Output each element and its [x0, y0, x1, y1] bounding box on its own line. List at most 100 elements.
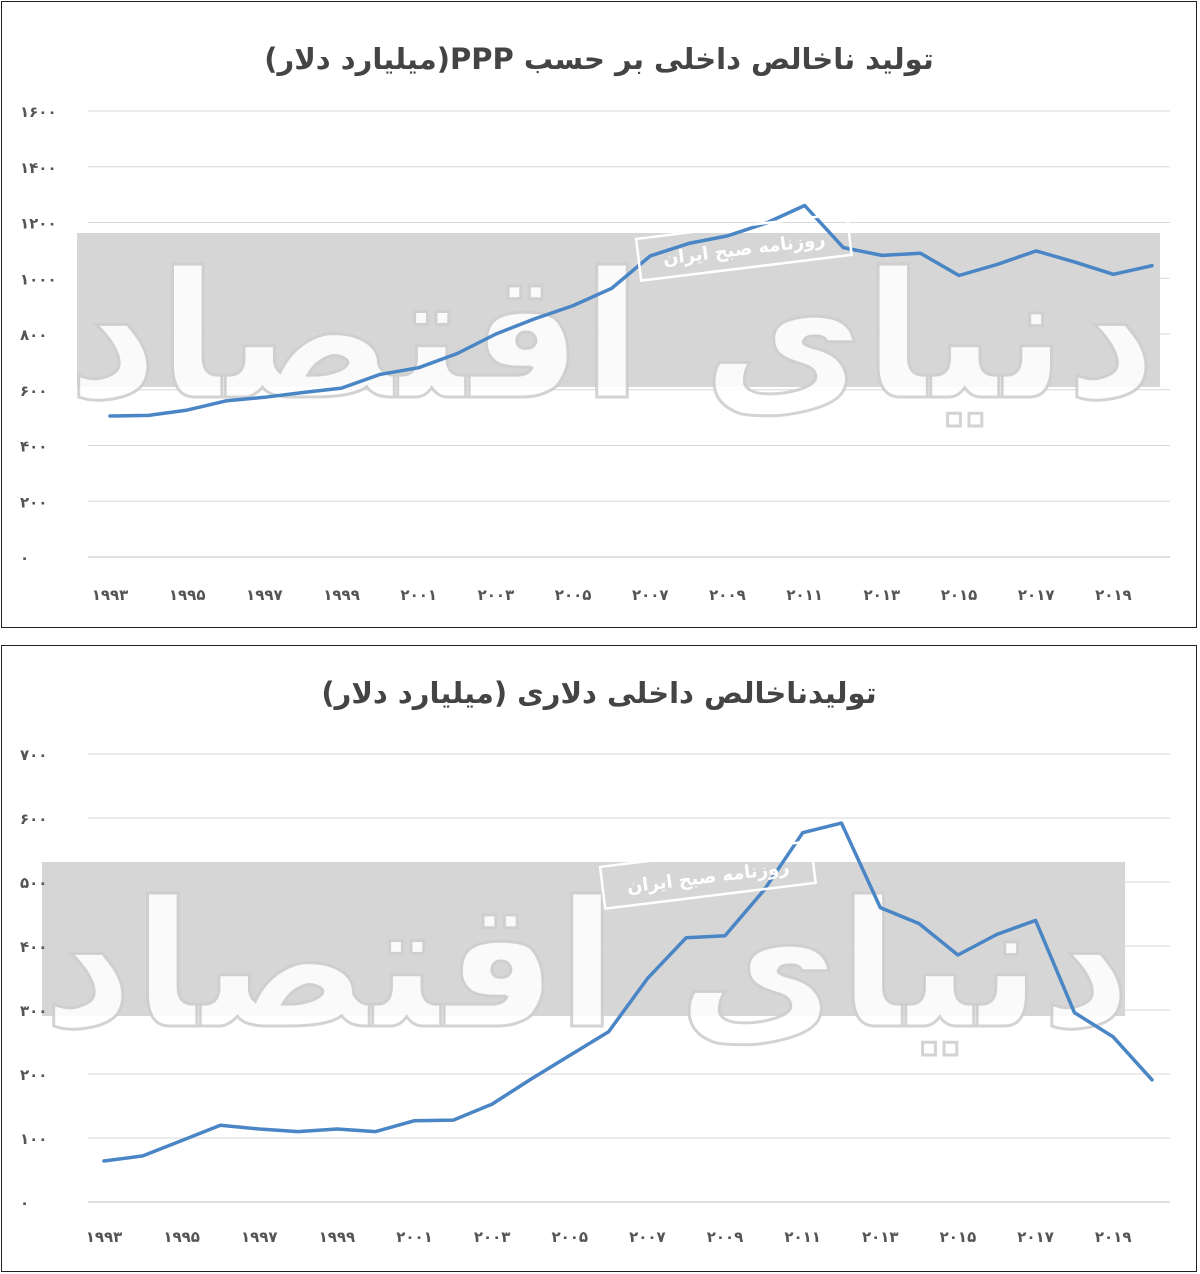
data-point: [1073, 260, 1077, 264]
data-point: [803, 204, 807, 207]
x-tick-label: ۲۰۰۵: [555, 586, 592, 604]
x-tick-label: ۲۰۰۷: [629, 1228, 666, 1246]
x-tick-label: ۱۹۹۵: [163, 1228, 200, 1246]
watermark-logo: دنیای اقتصاد: [42, 864, 1133, 1070]
x-tick-label: ۲۰۱۷: [1018, 586, 1055, 604]
x-tick-label: ۲۰۱۵: [940, 1228, 977, 1246]
data-point: [801, 831, 805, 835]
y-tick-label: ۰: [20, 1194, 29, 1212]
dollar-gdp-chart-panel: تولیدناخالص داخلی دلاری (میلیارد دلار) ۰…: [1, 645, 1197, 1272]
data-point: [648, 254, 652, 258]
data-point: [607, 1030, 611, 1034]
x-tick-label: ۲۰۱۱: [786, 586, 823, 604]
x-tick-label: ۱۹۹۹: [323, 586, 360, 604]
data-point: [841, 246, 845, 250]
dollar-gdp-line-chart: ۰ ۱۰۰ ۲۰۰ ۳۰۰ ۴۰۰ ۵۰۰ ۶۰۰ ۷۰۰ ۱۹۹۳ ۱۹۹۵ ۱۹۹۷ ۱۹۹۹ ۲۰…: [20, 746, 1170, 1246]
data-point: [610, 286, 614, 290]
ppp-gdp-line-chart: ۰ ۲۰۰ ۴۰۰ ۶۰۰ ۸۰۰ ۱۰۰۰ ۱۲۰۰ ۱۴۰۰ ۱۶۰۰ ۱۹۹۳ ۱۹۹۵ ۱۹۹…: [20, 103, 1170, 604]
data-point: [335, 1127, 339, 1131]
x-tick-label: ۲۰۰۹: [709, 586, 746, 604]
series-line: [108, 203, 1154, 418]
series-line: [102, 821, 1154, 1163]
data-point: [1034, 249, 1038, 253]
data-point: [995, 933, 999, 936]
y-tick-label: ۵۰۰: [20, 874, 47, 892]
data-point: [417, 366, 421, 370]
data-point: [451, 1118, 455, 1122]
x-tick-label: ۱۹۹۷: [241, 1228, 278, 1246]
watermark-stamp-border: [598, 839, 818, 911]
y-tick-label: ۶۰۰: [20, 810, 47, 828]
x-tick-label: ۲۰۱۱: [784, 1228, 821, 1246]
watermark-logo-text: دنیای اقتصاد: [43, 865, 1131, 1068]
data-point: [1150, 1078, 1154, 1082]
x-tick-label: ۲۰۰۵: [551, 1228, 588, 1246]
data-point: [257, 1127, 261, 1131]
y-tick-label: ۴۰۰: [20, 438, 47, 456]
chart-title: تولید ناخالص داخلی بر حسب PPP(میلیارد دل…: [264, 42, 934, 76]
data-point: [141, 1154, 145, 1158]
x-tick-label: ۲۰۰۱: [396, 1228, 433, 1246]
x-tick-label: ۲۰۱۹: [1095, 586, 1132, 604]
data-point: [1034, 918, 1038, 922]
y-tick-label: ۱۲۰۰: [20, 215, 57, 233]
x-tick-label: ۱۹۹۳: [92, 586, 129, 604]
data-point: [1072, 1011, 1076, 1015]
x-tick-label: ۲۰۰۹: [707, 1228, 744, 1246]
data-point: [301, 391, 305, 394]
x-tick-label: ۲۰۱۷: [1017, 1228, 1054, 1246]
data-point: [108, 414, 112, 418]
data-point: [568, 1053, 572, 1057]
x-tick-label: ۱۹۹۳: [86, 1228, 123, 1246]
y-tick-label: ۰: [20, 549, 29, 567]
data-point: [880, 253, 884, 257]
data-point: [1150, 264, 1154, 268]
data-point: [296, 1130, 300, 1134]
x-tick-label: ۱۹۹۹: [319, 1228, 356, 1246]
data-point: [687, 241, 691, 245]
data-point: [147, 413, 151, 417]
y-tick-label: ۱۶۰۰: [20, 103, 57, 121]
x-tick-label: ۲۰۱۳: [864, 586, 901, 604]
data-point: [180, 1139, 184, 1143]
data-point: [957, 274, 961, 277]
y-tick-label: ۱۰۰: [20, 1130, 47, 1148]
x-tick-label: ۲۰۱۵: [941, 586, 978, 604]
y-tick-label: ۲۰۰: [20, 493, 47, 511]
data-point: [218, 1123, 222, 1127]
watermark-band: [77, 233, 1160, 387]
data-point: [840, 821, 843, 825]
data-point: [878, 906, 882, 910]
data-point: [224, 399, 228, 403]
data-point: [918, 251, 922, 255]
data-point: [378, 372, 382, 376]
x-tick-label: ۱۹۹۷: [246, 586, 283, 604]
data-point: [723, 934, 727, 938]
data-point: [455, 352, 459, 355]
x-tick-label: ۱۹۹۵: [169, 586, 206, 604]
chart-title: تولیدناخالص داخلی دلاری (میلیارد دلار): [321, 676, 877, 710]
data-point: [1111, 272, 1115, 276]
data-point: [494, 332, 498, 336]
data-point: [413, 1119, 416, 1123]
x-tick-label: ۲۰۰۳: [474, 1228, 511, 1246]
x-tick-label: ۲۰۰۷: [632, 586, 669, 604]
x-tick-label: ۲۰۱۹: [1095, 1228, 1132, 1246]
data-point: [185, 408, 189, 412]
data-point: [490, 1102, 494, 1106]
data-point: [529, 1077, 533, 1081]
y-tick-label: ۱۰۰۰: [20, 270, 57, 288]
y-tick-label: ۴۰۰: [20, 938, 47, 956]
data-point: [262, 395, 266, 399]
data-point: [684, 936, 688, 940]
x-tick-label: ۲۰۰۳: [478, 586, 515, 604]
data-point: [571, 304, 575, 308]
data-point: [102, 1159, 106, 1163]
x-tick-label: ۲۰۱۳: [862, 1228, 899, 1246]
y-tick-label: ۸۰۰: [20, 326, 47, 344]
data-point: [374, 1130, 378, 1134]
data-point: [726, 234, 729, 238]
x-tick-label: ۲۰۰۱: [400, 586, 437, 604]
data-point: [1111, 1035, 1115, 1039]
y-tick-label: ۳۰۰: [20, 1002, 47, 1020]
